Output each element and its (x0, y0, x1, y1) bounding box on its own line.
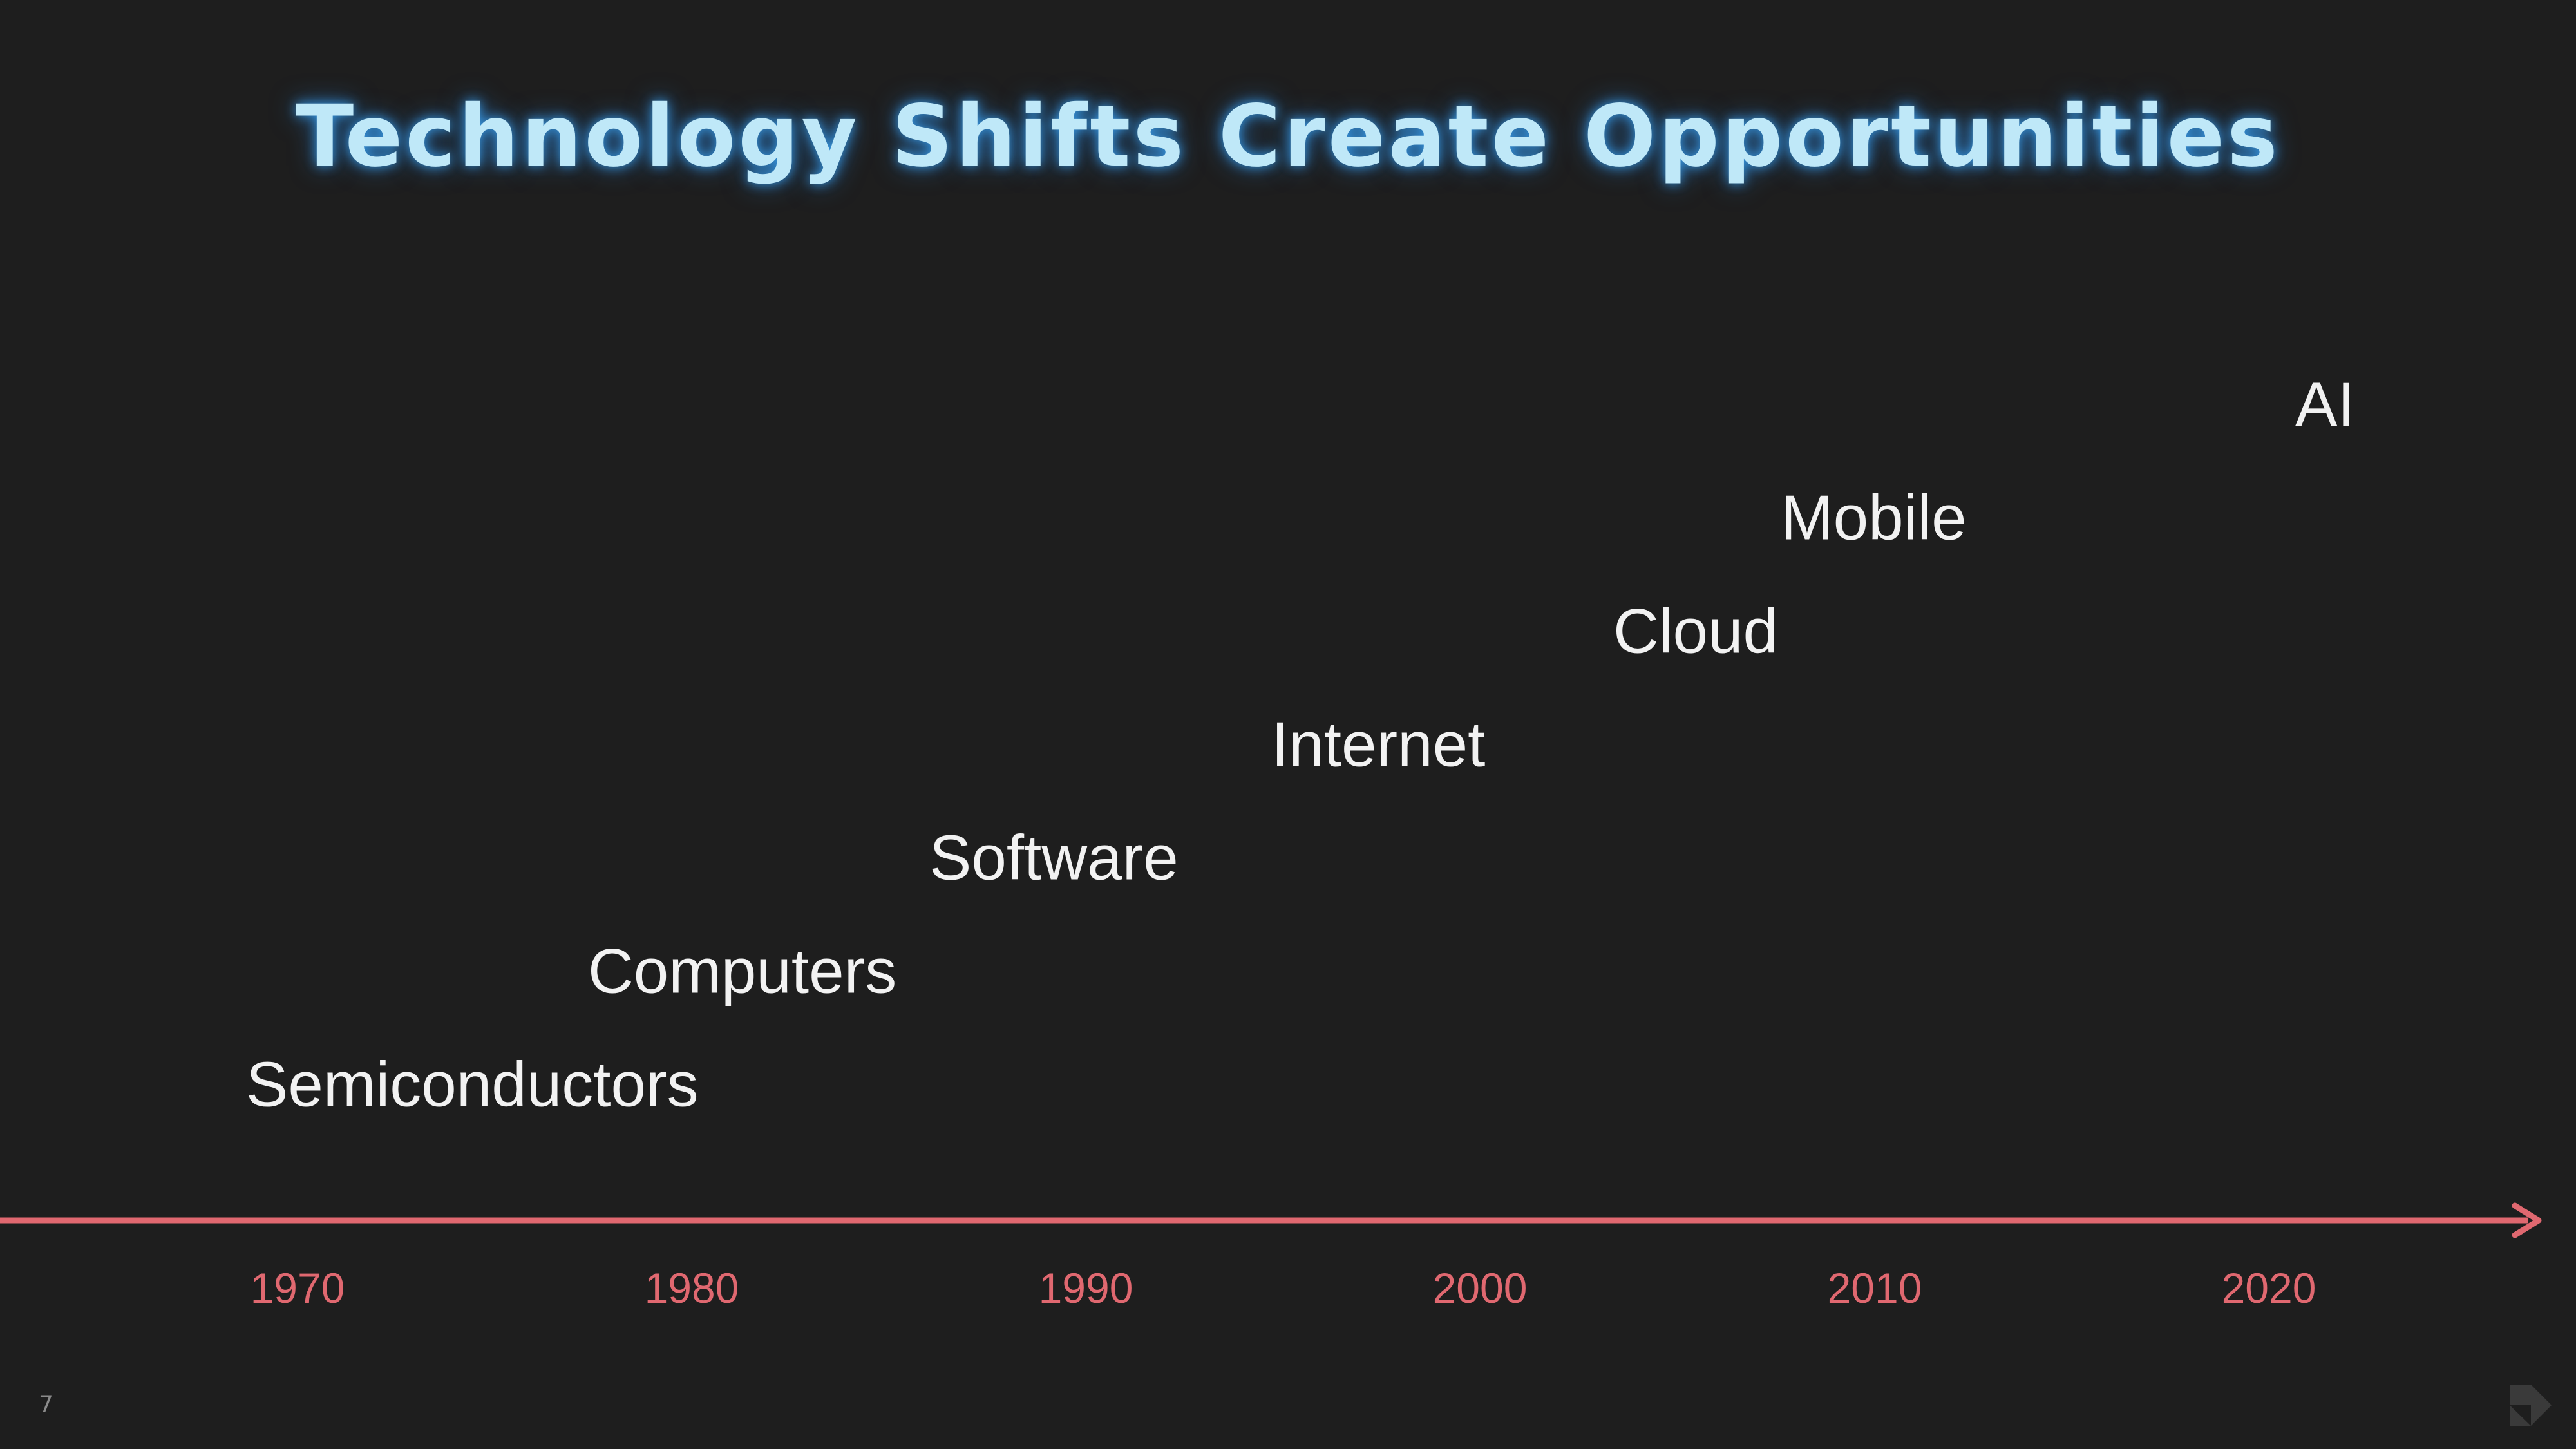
timeline-item: Mobile (1781, 482, 1967, 553)
year-label: 1990 (1038, 1264, 1133, 1312)
year-label: 1970 (250, 1264, 345, 1312)
year-label: 1980 (644, 1264, 739, 1312)
page-number: 7 (39, 1391, 53, 1418)
logo (2510, 1385, 2552, 1426)
year-label: 2020 (2221, 1264, 2316, 1312)
year-label: 2000 (1432, 1264, 1528, 1312)
year-label: 2010 (1827, 1264, 1922, 1312)
axis-arrow (2512, 1202, 2542, 1238)
timeline-item: Computers (588, 935, 897, 1007)
timeline-item: Semiconductors (246, 1048, 699, 1120)
timeline-item: AI (2295, 368, 2355, 440)
slide-title: Technology Shifts Create Opportunities (296, 87, 2280, 186)
timeline-item: Cloud (1613, 595, 1779, 667)
timeline-item: Software (929, 822, 1179, 893)
timeline-item: Internet (1271, 708, 1486, 780)
